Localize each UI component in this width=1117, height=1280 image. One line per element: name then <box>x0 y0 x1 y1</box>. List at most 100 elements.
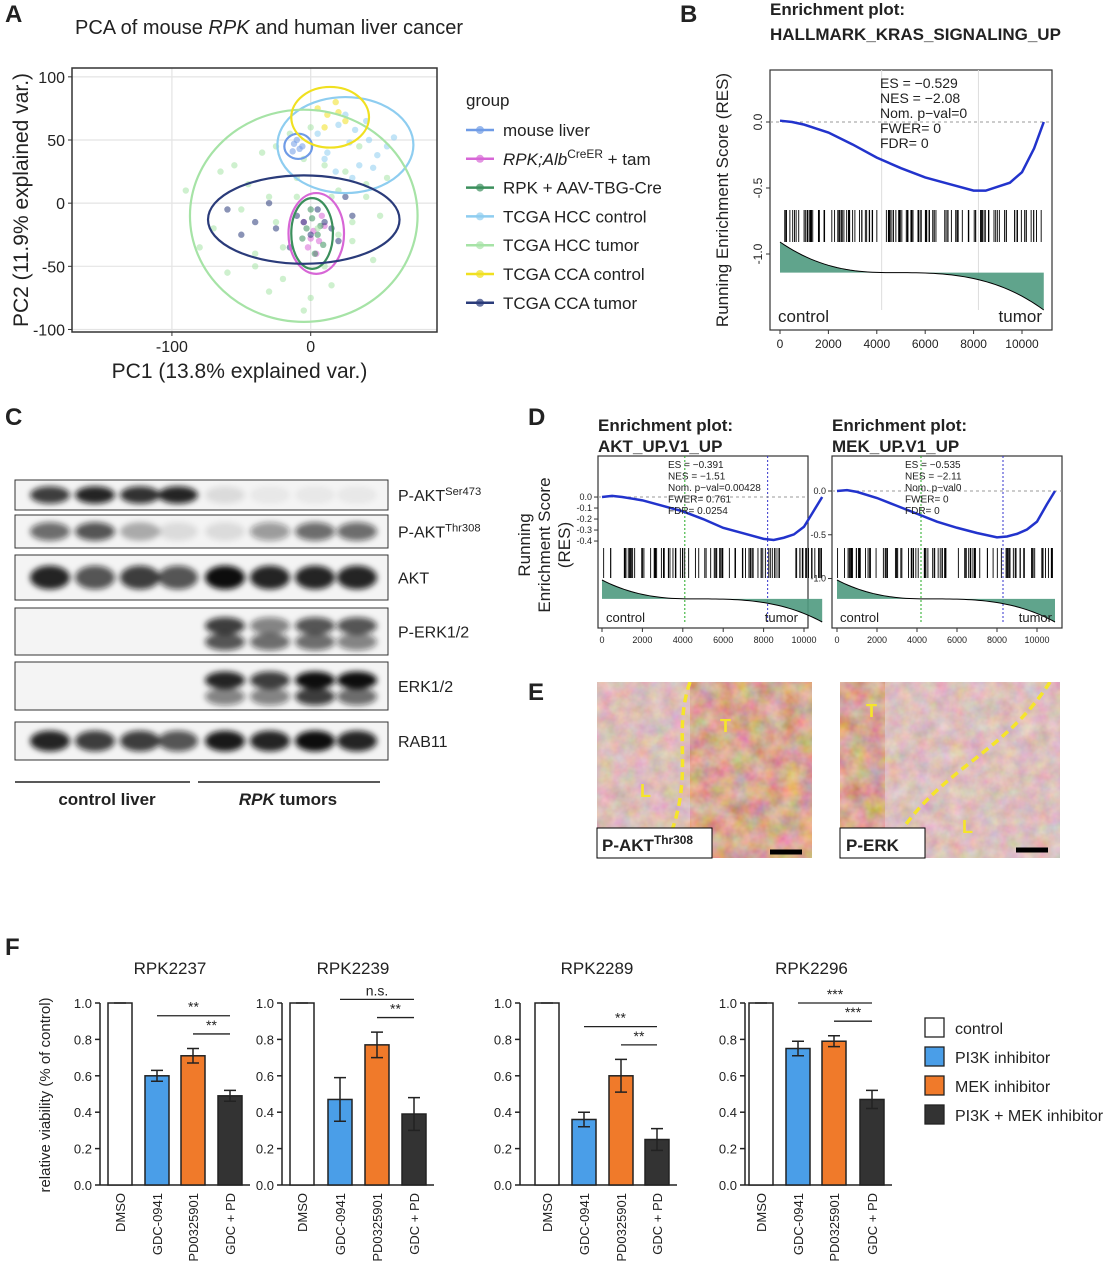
legend-key <box>476 154 484 163</box>
point <box>293 193 301 201</box>
bar <box>608 1075 634 1186</box>
y-tick-label: 0.6 <box>74 1069 92 1084</box>
blot-band <box>30 730 70 752</box>
x-tick-label: 2000 <box>867 635 887 645</box>
chart-title: AKT_UP.V1_UP <box>598 437 722 456</box>
significance-label: n.s. <box>366 982 389 998</box>
point <box>258 149 266 156</box>
y-tick-label: 0.6 <box>719 1069 737 1084</box>
ihc-label-part: Thr308 <box>654 833 693 847</box>
blot-bands <box>30 565 377 590</box>
left-label: control <box>606 610 645 625</box>
error-bar <box>371 1031 383 1059</box>
point <box>210 225 217 232</box>
point <box>300 307 307 314</box>
ranked-metric <box>601 580 823 622</box>
x-tick-label: 4000 <box>907 635 927 645</box>
point <box>349 218 356 226</box>
y-tick-label: 1.0 <box>494 996 512 1011</box>
point <box>299 143 306 150</box>
ellipse <box>290 197 335 270</box>
error-bar <box>615 1058 627 1093</box>
blot-band <box>295 486 335 504</box>
blot-band <box>205 565 245 590</box>
x-tick-label: DMSO <box>113 1193 128 1232</box>
blot-band <box>205 687 245 706</box>
blot-label-part: P-AKT <box>398 525 445 542</box>
error-bar <box>187 1047 199 1064</box>
legend-key <box>924 1017 945 1038</box>
y-axis-title: PC2 (11.9% explained var.) <box>10 73 33 327</box>
ranked-metric-edge <box>836 579 1056 623</box>
bar <box>821 1040 847 1186</box>
y-tick-label: 0.0 <box>579 492 592 502</box>
ellipse <box>276 95 415 195</box>
blot-band <box>295 617 335 635</box>
left-label: control <box>778 307 829 326</box>
bar <box>859 1098 885 1186</box>
es-curve <box>779 119 1045 192</box>
annotation: Nom. p−val=0 <box>880 105 967 121</box>
annotation: ES = −0.535 <box>905 460 961 471</box>
x-tick-label: 6000 <box>713 635 733 645</box>
blot-band <box>295 687 335 706</box>
legend-label: mouse liver <box>503 121 590 140</box>
point <box>304 244 312 251</box>
y-tick-label: 0.4 <box>719 1105 737 1120</box>
y-tick-label: 0.8 <box>494 1032 512 1047</box>
blot-band <box>205 671 245 689</box>
point <box>231 162 238 169</box>
point <box>376 212 384 219</box>
ranked-metric <box>837 580 1055 622</box>
annotation: NES = −2.08 <box>880 90 960 106</box>
point <box>265 288 273 295</box>
x-tick-label: 10000 <box>1005 337 1039 351</box>
bar <box>785 1047 811 1186</box>
blot-band <box>250 565 290 590</box>
x-tick-label: GDC + PD <box>865 1193 880 1255</box>
blot-strip <box>14 661 389 711</box>
blot-band <box>205 730 245 752</box>
x-tick-label: PD0325901 <box>370 1193 385 1262</box>
point <box>311 250 319 257</box>
legend-label-part: RPK;Alb <box>503 150 567 169</box>
blot-label: P-AKTSer473 <box>398 486 481 505</box>
x-tick-label: 8000 <box>960 337 987 351</box>
significance-label: ** <box>188 999 199 1015</box>
x-tick-label: 0 <box>599 635 604 645</box>
y-axis-title: (RES) <box>555 522 574 568</box>
error-bar <box>408 1096 420 1132</box>
bar <box>364 1044 390 1186</box>
blot-band <box>337 617 377 635</box>
point <box>314 225 321 232</box>
point <box>300 218 307 226</box>
error-bar <box>651 1127 663 1152</box>
blot-band <box>337 730 377 752</box>
panel-label: D <box>528 404 545 431</box>
y-tick-label: -0.5 <box>810 530 826 540</box>
point <box>307 124 314 131</box>
point <box>307 294 314 302</box>
point <box>251 218 259 226</box>
blot-label: P-AKTThr308 <box>398 523 481 542</box>
point <box>314 231 321 238</box>
point <box>303 225 310 232</box>
chart-title: PCA of mouse RPK and human liver cancer <box>75 17 463 39</box>
y-tick-label: 0.4 <box>494 1105 512 1120</box>
blot-band <box>250 617 290 635</box>
legend-label: TCGA CCA tumor <box>503 294 637 313</box>
x-tick-label: 10000 <box>791 635 816 645</box>
chart-title: RPK2289 <box>561 959 634 978</box>
legend-label: RPK;AlbCreER + tam <box>503 147 651 169</box>
x-tick-label: 0 <box>306 339 315 356</box>
point <box>374 151 381 159</box>
blot-band <box>205 522 245 541</box>
group-label: control liver <box>58 790 156 809</box>
blot-band <box>158 522 198 541</box>
blot-band <box>205 617 245 635</box>
annotation: FWER= 0 <box>905 495 949 506</box>
y-tick-label: 0.4 <box>74 1105 92 1120</box>
y-tick-label: 0.6 <box>256 1069 274 1084</box>
x-tick-label: PD0325901 <box>186 1193 201 1262</box>
legend-label: RPK + AAV-TBG-Cre <box>503 179 662 198</box>
